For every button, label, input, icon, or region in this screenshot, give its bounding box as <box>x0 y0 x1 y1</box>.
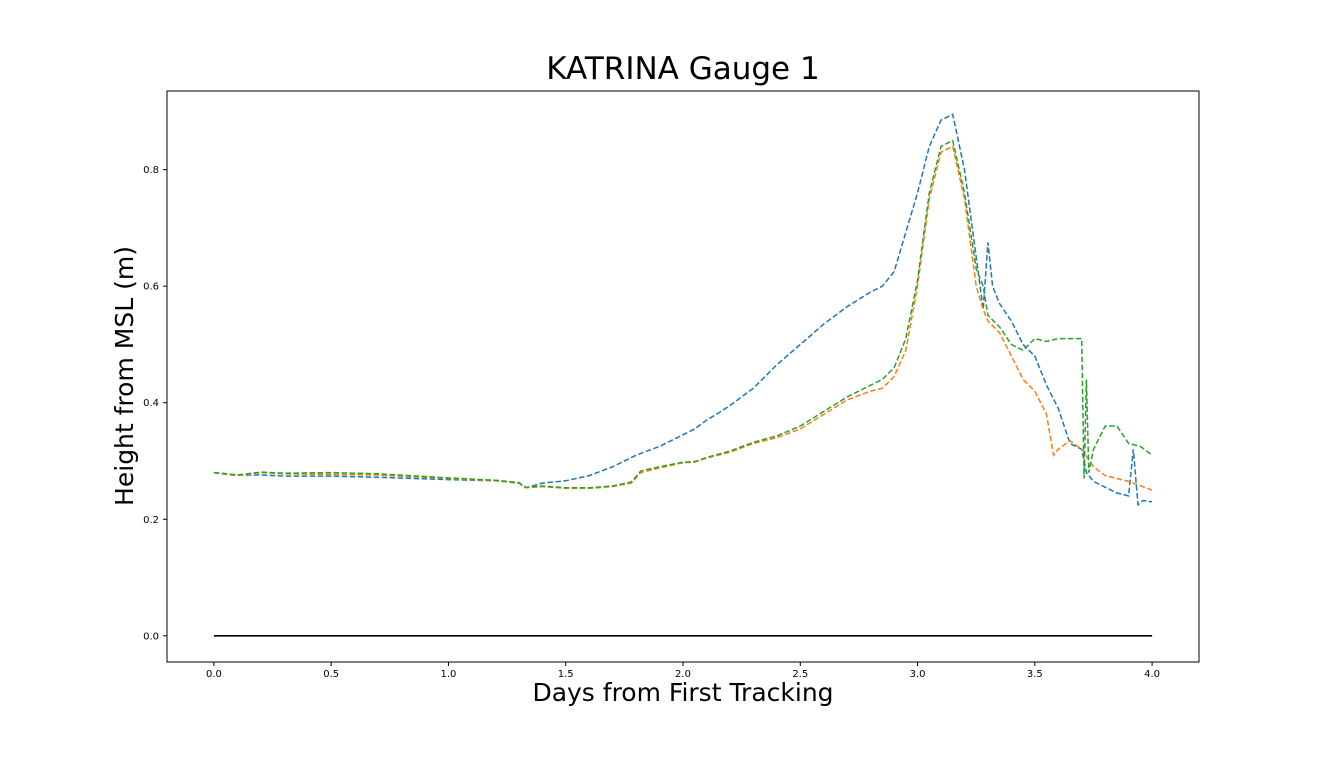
x-tick-label: 0.5 <box>323 669 339 680</box>
x-tick-label: 2.0 <box>675 669 691 680</box>
x-tick-label: 3.0 <box>910 669 926 680</box>
y-tick-label: 0.8 <box>143 165 159 176</box>
y-axis-ticks: 0.0 0.2 0.4 0.6 0.8 <box>143 165 167 642</box>
series-line-3 <box>213 139 1153 489</box>
y-tick-label: 0.4 <box>143 398 159 409</box>
series-line-1 <box>213 113 1153 507</box>
x-tick-label: 3.5 <box>1027 669 1043 680</box>
series-line-2 <box>213 145 1153 491</box>
chart-title: KATRINA Gauge 1 <box>546 51 819 87</box>
y-axis-label: Height from MSL (m) <box>110 246 139 506</box>
x-tick-label: 2.5 <box>792 669 808 680</box>
x-tick-label: 1.0 <box>441 669 457 680</box>
x-tick-label: 4.0 <box>1144 669 1160 680</box>
x-axis-label: Days from First Tracking <box>532 678 833 707</box>
plot-area-frame <box>166 90 1200 663</box>
x-axis-ticks: 0.0 0.5 1.0 1.5 2.0 2.5 3.0 3.5 4.0 <box>206 662 1160 680</box>
y-tick-label: 0.0 <box>143 631 159 642</box>
x-tick-label: 0.0 <box>206 669 222 680</box>
series-lines <box>213 113 1153 637</box>
y-tick-label: 0.6 <box>143 282 159 293</box>
y-tick-label: 0.2 <box>143 515 159 526</box>
x-tick-label: 1.5 <box>558 669 574 680</box>
